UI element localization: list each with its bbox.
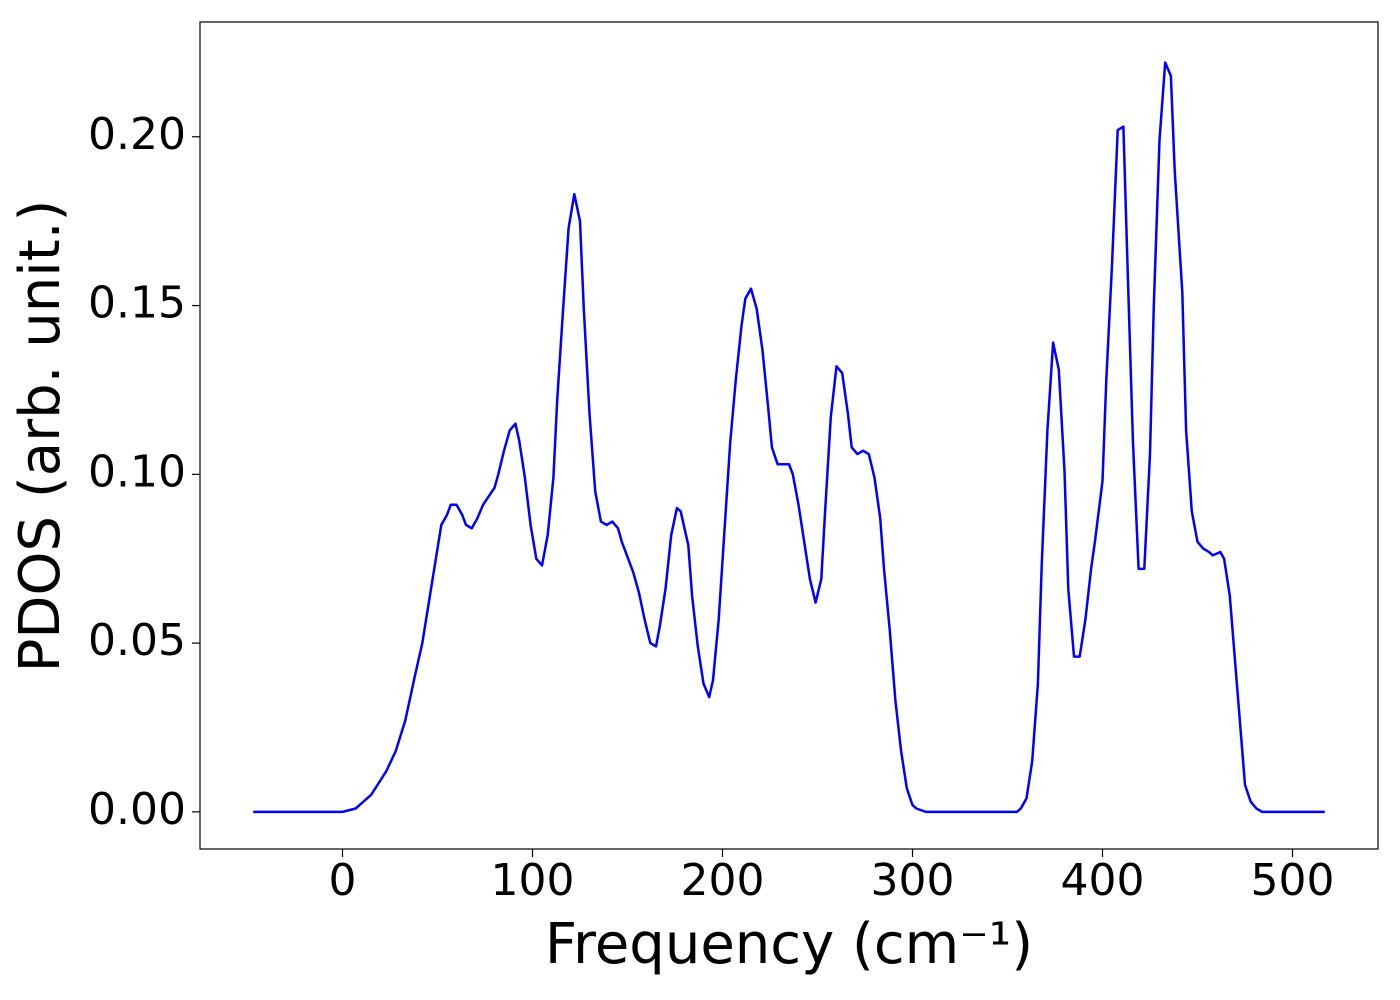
x-tick-label: 500: [1251, 855, 1335, 906]
x-tick-label: 400: [1061, 855, 1145, 906]
y-axis-label: PDOS (arb. unit.): [8, 200, 73, 673]
x-tick-label: 300: [871, 855, 955, 906]
y-tick-label: 0.10: [88, 446, 186, 497]
x-tick-label: 0: [329, 855, 357, 906]
y-tick-label: 0.20: [88, 109, 186, 160]
line-series: [253, 61, 1325, 814]
plot-frame: [199, 21, 1379, 850]
y-tick-label: 0.00: [88, 784, 186, 835]
y-tick-label: 0.15: [88, 278, 186, 329]
x-axis-label: Frequency (cm⁻¹): [545, 912, 1033, 977]
x-tick-label: 200: [681, 855, 765, 906]
x-tick-label: 100: [491, 855, 575, 906]
y-tick-label: 0.05: [88, 615, 186, 666]
